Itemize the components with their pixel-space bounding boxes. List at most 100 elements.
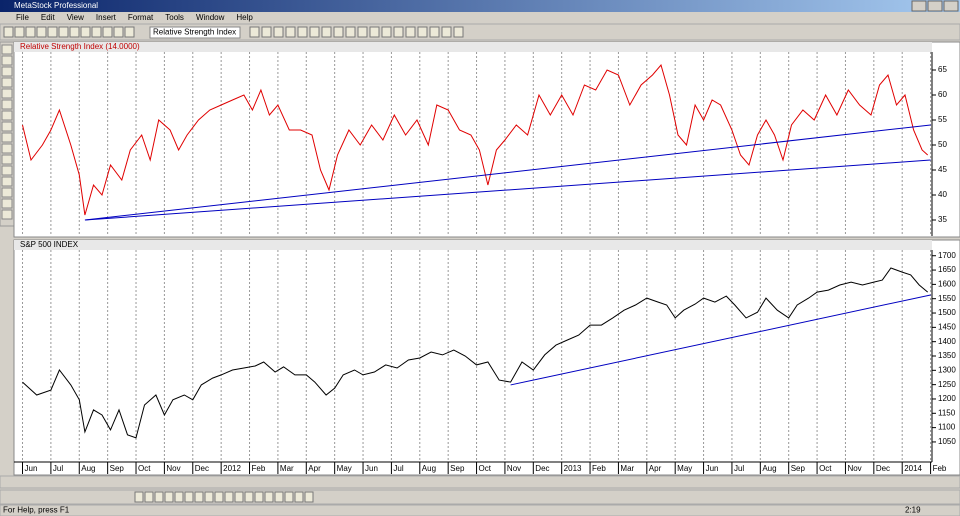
toolbar-button[interactable] <box>174 491 184 503</box>
toolbar <box>0 23 960 41</box>
menu-bar: File Edit View Insert Format Tools Window Help <box>16 13 253 22</box>
x-tick-label: Nov <box>166 464 180 473</box>
toolbar-button[interactable] <box>154 491 164 503</box>
toolbar-button[interactable] <box>25 26 36 38</box>
window-title: MetaStock Professional <box>14 1 98 10</box>
x-tick-label: May <box>677 464 692 473</box>
toolbar-button[interactable] <box>80 26 91 38</box>
toolbar-button[interactable] <box>58 26 69 38</box>
tool-button[interactable] <box>1 209 13 220</box>
toolbar-button[interactable] <box>91 26 102 38</box>
toolbar-button[interactable] <box>113 26 124 38</box>
tool-button[interactable] <box>1 176 13 187</box>
tool-button[interactable] <box>1 55 13 66</box>
toolbar-button[interactable] <box>254 491 264 503</box>
indicator-dropdown[interactable] <box>149 26 241 39</box>
toolbar-button[interactable] <box>47 26 58 38</box>
tool-button[interactable] <box>1 77 13 88</box>
toolbar-button[interactable] <box>244 491 254 503</box>
scrollbar[interactable] <box>0 475 960 489</box>
y-tick-label: 60 <box>938 90 947 99</box>
tool-button[interactable] <box>1 99 13 110</box>
toolbar-button[interactable] <box>294 491 304 503</box>
y-tick-label: 45 <box>938 165 947 174</box>
x-tick-label: Aug <box>81 464 95 473</box>
tool-button[interactable] <box>1 143 13 154</box>
toolbar-button[interactable] <box>194 491 204 503</box>
toolbar-button[interactable] <box>184 491 194 503</box>
toolbar-button[interactable] <box>144 491 154 503</box>
toolbar-button[interactable] <box>345 26 356 38</box>
tool-button[interactable] <box>1 88 13 99</box>
tool-button[interactable] <box>1 44 13 55</box>
toolbar-button[interactable] <box>369 26 380 38</box>
toolbar-button[interactable] <box>224 491 234 503</box>
maximize-button[interactable] <box>927 0 943 12</box>
tool-button[interactable] <box>1 121 13 132</box>
x-tick-label: Sep <box>450 464 465 473</box>
toolbar-button[interactable] <box>393 26 404 38</box>
y-tick-label: 1550 <box>938 294 956 303</box>
toolbar-button[interactable] <box>304 491 314 503</box>
toolbar-button[interactable] <box>284 491 294 503</box>
menu-item[interactable]: Window <box>196 13 225 22</box>
toolbar-button[interactable] <box>405 26 416 38</box>
toolbar-button[interactable] <box>309 26 320 38</box>
toolbar-button[interactable] <box>234 491 244 503</box>
tool-button[interactable] <box>1 110 13 121</box>
toolbar-button[interactable] <box>453 26 464 38</box>
menu-item[interactable]: Help <box>236 13 253 22</box>
y-tick-label: 65 <box>938 65 947 74</box>
toolbar-button[interactable] <box>204 491 214 503</box>
menu-item[interactable]: Tools <box>165 13 184 22</box>
pane-title: Relative Strength Index (14.0000) <box>20 42 140 51</box>
toolbar-button[interactable] <box>273 26 284 38</box>
minimize-button[interactable] <box>911 0 927 12</box>
toolbar-button[interactable] <box>3 26 14 38</box>
toolbar-button[interactable] <box>274 491 284 503</box>
menu-item[interactable]: Edit <box>41 13 56 22</box>
toolbar-button[interactable] <box>357 26 368 38</box>
toolbar-button[interactable] <box>124 26 135 38</box>
tool-button[interactable] <box>1 165 13 176</box>
close-button[interactable] <box>943 0 959 12</box>
toolbar-button[interactable] <box>285 26 296 38</box>
tool-button[interactable] <box>1 154 13 165</box>
toolbar-button[interactable] <box>321 26 332 38</box>
tool-button[interactable] <box>1 66 13 77</box>
menu-item[interactable]: Insert <box>96 13 117 22</box>
x-tick-label: Dec <box>535 464 549 473</box>
toolbar-button[interactable] <box>69 26 80 38</box>
x-tick-label: Sep <box>791 464 806 473</box>
toolbar-button[interactable] <box>441 26 452 38</box>
x-tick-label: 2013 <box>564 464 582 473</box>
toolbar-button[interactable] <box>14 26 25 38</box>
toolbar-button[interactable] <box>36 26 47 38</box>
x-tick-label: Feb <box>592 464 606 473</box>
toolbar-button[interactable] <box>297 26 308 38</box>
y-tick-label: 50 <box>938 140 947 149</box>
toolbar-button[interactable] <box>261 26 272 38</box>
y-tick-label: 1150 <box>938 408 956 417</box>
toolbar-button[interactable] <box>429 26 440 38</box>
tool-button[interactable] <box>1 132 13 143</box>
tool-button[interactable] <box>1 198 13 209</box>
toolbar-button[interactable] <box>164 491 174 503</box>
menu-item[interactable]: View <box>67 13 84 22</box>
tool-button[interactable] <box>1 187 13 198</box>
toolbar-button[interactable] <box>333 26 344 38</box>
toolbar-button[interactable] <box>417 26 428 38</box>
toolbar-button[interactable] <box>102 26 113 38</box>
y-tick-label: 55 <box>938 115 947 124</box>
toolbar-button[interactable] <box>264 491 274 503</box>
toolbar-button[interactable] <box>134 491 144 503</box>
clock: 2:19 <box>905 506 921 515</box>
menu-item[interactable]: File <box>16 13 29 22</box>
toolbar-button[interactable] <box>381 26 392 38</box>
toolbar-button[interactable] <box>249 26 260 38</box>
x-tick-label: Feb <box>933 464 947 473</box>
x-tick-label: Jul <box>734 464 744 473</box>
menu-item[interactable]: Format <box>128 13 154 22</box>
toolbar-button[interactable] <box>214 491 224 503</box>
